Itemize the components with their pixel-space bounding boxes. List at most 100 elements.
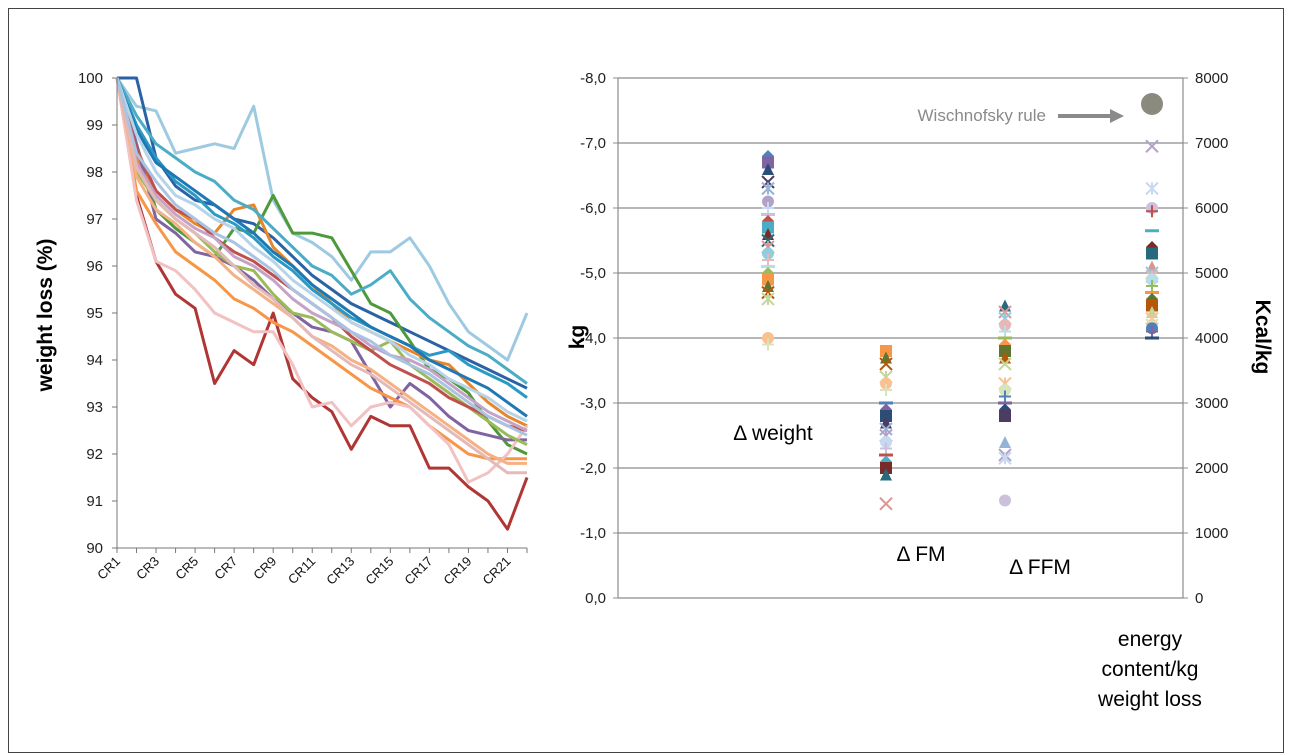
scatter-point [762,195,774,208]
scatter-point [1145,311,1159,326]
group-label-delta-weight: Δ weight [733,422,813,445]
scatter-point [762,247,774,260]
y2-tick-label: 8000 [1195,70,1228,87]
y-tick-label: -4,0 [580,330,606,347]
y-tick-label: 97 [86,211,103,228]
x-tick-label: CR9 [250,554,279,583]
scatter-point [1146,280,1158,292]
y-tick-label: 94 [86,352,103,369]
scatter-point [999,319,1011,331]
y2-tick-label: 4000 [1195,330,1228,347]
scatter-point [879,453,893,457]
scatter-point [762,332,774,344]
y-axis-label: kg [566,325,589,350]
series-line [115,77,528,437]
scatter-point [998,401,1012,405]
series-line [115,77,528,456]
wischnofsky-rule-annotation: Wischnofsky rule [918,106,1046,125]
y2-tick-label: 5000 [1195,265,1228,282]
scatter-point [879,357,893,371]
y-tick-label: 92 [86,446,103,463]
scatter-point [880,468,892,481]
scatter-point [761,285,775,300]
series-line [115,77,529,531]
scatter-point [762,221,774,234]
annotation-arrow [1058,109,1124,123]
x-tick-label: CR1 [94,554,123,583]
scatter-point [999,325,1011,338]
scatter-point [761,233,775,248]
series-line [115,77,528,385]
x-tick-label: CR15 [362,554,396,588]
scatter-point [999,390,1011,403]
scatter-point [879,422,893,436]
x-tick-label: CR5 [172,554,201,583]
group-label-energy-line: content/kg [1102,658,1199,681]
scatter-point [999,410,1011,422]
group-label-energy-line: weight loss [1097,688,1202,711]
y-tick-label: 90 [86,540,103,557]
scatter-point [999,494,1011,507]
line-series-group [115,76,529,531]
gridlines [617,77,1184,599]
scatter-points [761,139,1159,511]
x-axis-ticks: CR1 CR3 CR5 CR7 CR9 CR11 CR13 CR15 CR17 CR19 CR21 [94,548,528,588]
scatter-point [762,254,774,266]
y-tick-label: 95 [86,305,103,322]
y-tick-label: -6,0 [580,200,606,217]
scatter-point [998,357,1012,371]
scatter-point [879,497,893,511]
scatter-chart: 0,0 -1,0 -2,0 -3,0 -4,0 -5,0 -6,0 -7,0 -8,0 0 100… [566,70,1274,711]
scatter-point [761,265,775,268]
y-tick-label: -8,0 [580,70,606,87]
series-line [117,76,528,390]
y2-tick-label: 3000 [1195,395,1228,412]
scatter-point [998,305,1012,319]
scatter-point [1146,273,1158,286]
y-tick-label: 96 [86,258,103,275]
y2-tick-label: 7000 [1195,135,1228,152]
x-tick-label: CR13 [323,554,357,588]
y2-tick-label: 0 [1195,590,1203,607]
y-axis-ticks: 0,0 -1,0 -2,0 -3,0 -4,0 -5,0 -6,0 -7,0 -8,0 [580,70,618,607]
scatter-point [999,384,1011,396]
x-tick-label: CR11 [285,554,318,587]
group-label-delta-ffm: Δ FFM [1009,556,1071,579]
y-tick-label: 91 [86,493,103,510]
scatter-point [998,336,1012,340]
group-label-energy: energy content/kg weight loss [1097,628,1202,711]
series-line [115,77,527,461]
series-line [115,77,528,418]
y-tick-label: 0,0 [585,590,606,607]
scatter-point [880,436,892,448]
scatter-point [761,213,775,216]
series-line [115,77,528,432]
y2-tick-label: 1000 [1195,525,1228,542]
y-tick-label: -1,0 [580,525,606,542]
series-line [115,77,527,442]
scatter-point [880,462,892,474]
y-tick-label: 93 [86,399,103,416]
scatter-point [762,163,774,175]
scatter-point [761,175,775,189]
scatter-point [1145,291,1159,294]
scatter-point [1145,139,1159,153]
series-line [115,77,528,399]
wischnofsky-rule-marker [1141,93,1163,115]
scatter-point [1146,247,1158,260]
series-line [115,77,527,475]
y2-tick-label: 2000 [1195,460,1228,477]
series-line [115,77,527,465]
scatter-point [762,338,774,351]
scatter-point [761,292,775,306]
scatter-point [880,410,892,422]
scatter-point [761,181,775,196]
scatter-point [1145,229,1159,233]
scatter-point [1145,181,1159,196]
scatter-point [998,451,1012,465]
group-label-energy-line: energy [1118,628,1183,651]
group-label-delta-fm: Δ FM [896,543,945,566]
y2-axis-ticks: 0 1000 2000 3000 4000 5000 6000 7000 8000 [1183,70,1228,607]
